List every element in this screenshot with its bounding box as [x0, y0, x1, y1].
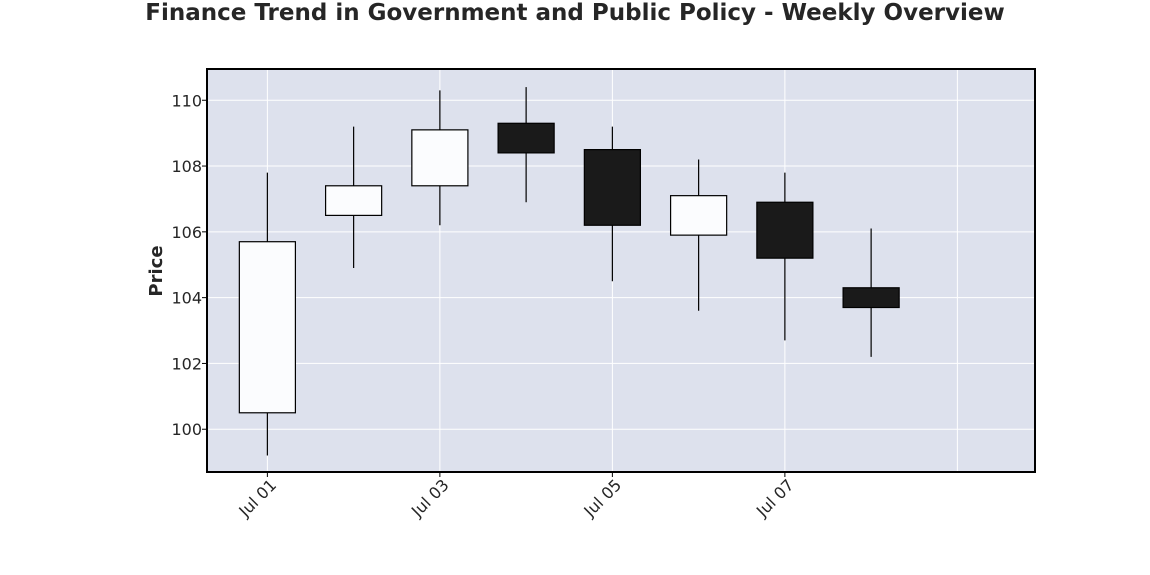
y-tick-label: 104: [171, 289, 202, 308]
candle-jul-08: [842, 228, 900, 357]
chart-title: Finance Trend in Government and Public P…: [145, 0, 1004, 26]
candles: [238, 87, 900, 456]
candle-jul-02: [324, 126, 383, 269]
candle-body-down: [497, 122, 555, 154]
candle-body-up: [238, 241, 297, 414]
x-tick-label: Jul 05: [579, 475, 625, 521]
candle-jul-03: [411, 90, 469, 226]
y-axis-label: Price: [146, 245, 167, 296]
y-tick-label: 106: [171, 223, 202, 242]
x-tick-label: Jul 03: [407, 475, 453, 521]
candle-body-up: [669, 195, 728, 236]
y-tick-label: 108: [171, 157, 202, 176]
candle-body-up: [411, 129, 469, 187]
x-tick-label: Jul 01: [234, 475, 280, 521]
y-tick-label: 110: [171, 91, 202, 110]
plot-frame: [206, 68, 1036, 473]
candle-body-down: [842, 287, 900, 309]
candle-body-down: [756, 201, 814, 259]
candle-jul-06: [669, 159, 728, 311]
candle-body-up: [324, 185, 383, 216]
candle-jul-05: [583, 126, 642, 282]
x-tick-label: Jul 07: [752, 475, 798, 521]
y-tick-label: 102: [171, 354, 202, 373]
candle-body-down: [583, 149, 642, 226]
y-tick-label: 100: [171, 420, 202, 439]
candle-jul-07: [756, 172, 814, 341]
candle-jul-04: [497, 87, 555, 203]
plot-area: [207, 69, 1035, 472]
candle-jul-01: [238, 172, 297, 456]
